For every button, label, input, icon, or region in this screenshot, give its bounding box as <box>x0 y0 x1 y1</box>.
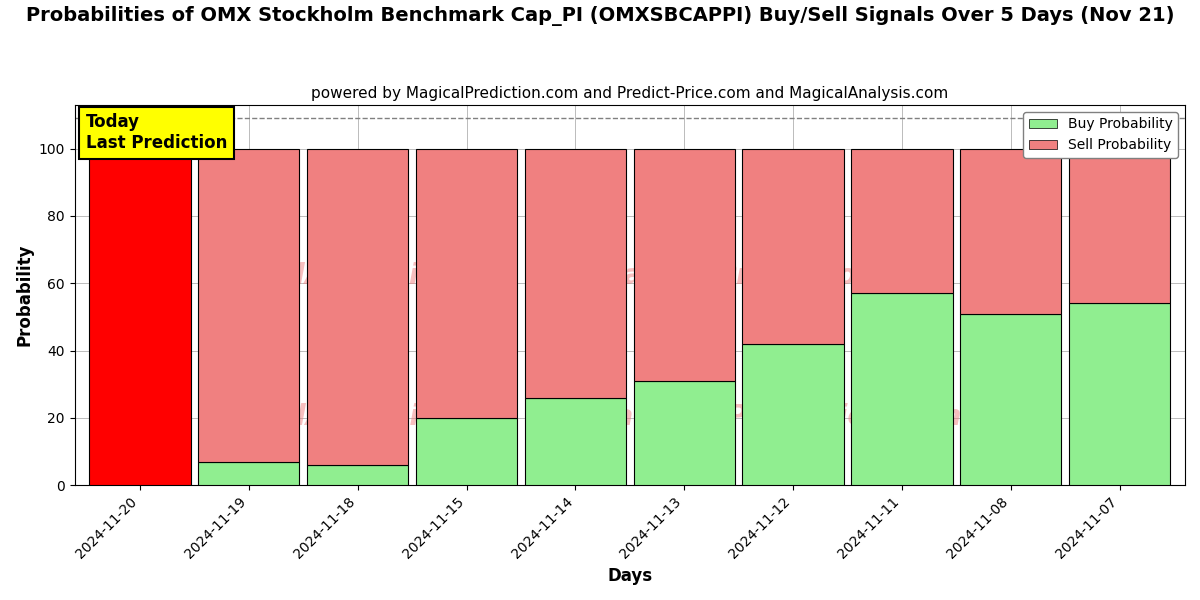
Text: calAnalysis.com: calAnalysis.com <box>260 262 510 290</box>
X-axis label: Days: Days <box>607 567 653 585</box>
Bar <box>307 465 408 485</box>
Legend: Buy Probability, Sell Probability: Buy Probability, Sell Probability <box>1024 112 1178 158</box>
Text: Today
Last Prediction: Today Last Prediction <box>85 113 227 152</box>
Bar <box>960 314 1062 485</box>
Bar <box>416 418 517 485</box>
Text: Magical  Prediction.com: Magical Prediction.com <box>587 403 961 431</box>
Y-axis label: Probability: Probability <box>16 244 34 346</box>
Title: powered by MagicalPrediction.com and Predict-Price.com and MagicalAnalysis.com: powered by MagicalPrediction.com and Pre… <box>311 86 948 101</box>
Text: MagicalPrediction.com: MagicalPrediction.com <box>596 262 952 290</box>
Bar <box>634 149 734 381</box>
Bar <box>743 344 844 485</box>
Text: Probabilities of OMX Stockholm Benchmark Cap_PI (OMXSBCAPPI) Buy/Sell Signals Ov: Probabilities of OMX Stockholm Benchmark… <box>25 6 1175 26</box>
Bar <box>307 149 408 465</box>
Bar <box>851 149 953 293</box>
Bar <box>960 149 1062 314</box>
Bar <box>416 149 517 418</box>
Bar <box>198 149 300 461</box>
Bar <box>1069 304 1170 485</box>
Bar <box>743 149 844 344</box>
Bar <box>198 461 300 485</box>
Bar <box>89 149 191 485</box>
Text: calA  alysis.com: calA alysis.com <box>260 403 510 431</box>
Bar <box>634 381 734 485</box>
Bar <box>524 149 626 398</box>
Bar <box>524 398 626 485</box>
Bar <box>1069 149 1170 304</box>
Bar <box>851 293 953 485</box>
